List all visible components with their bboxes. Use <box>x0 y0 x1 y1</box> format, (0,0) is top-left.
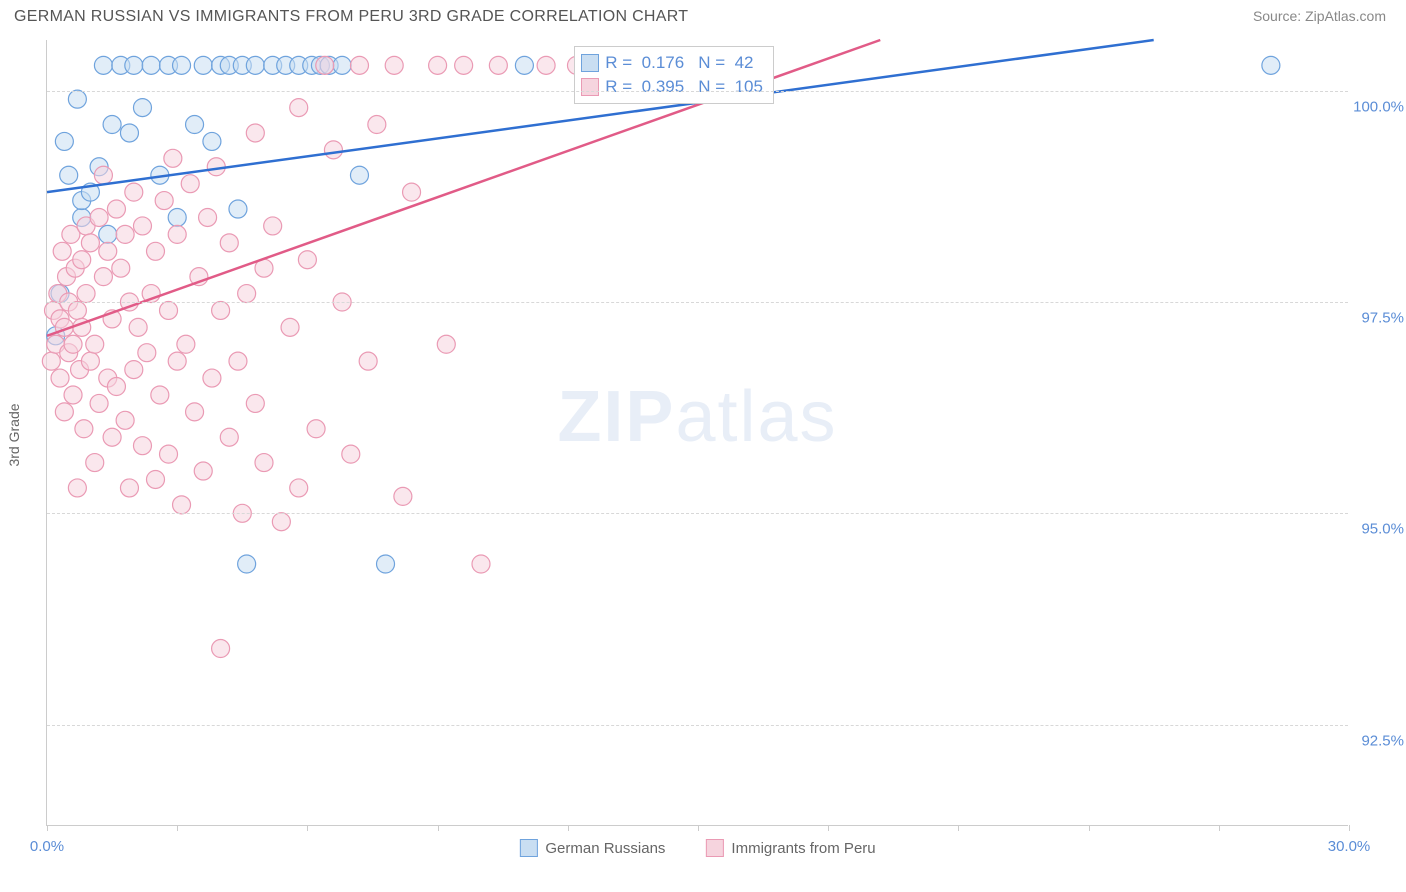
x-tick <box>1219 825 1220 831</box>
x-tick <box>177 825 178 831</box>
x-tick <box>1349 825 1350 831</box>
stat-n: N = 42 <box>698 53 753 73</box>
legend-item: German Russians <box>519 839 665 857</box>
x-tick <box>568 825 569 831</box>
y-tick-label: 95.0% <box>1352 521 1404 538</box>
x-tick-label: 30.0% <box>1328 838 1371 855</box>
y-tick-label: 100.0% <box>1352 98 1404 115</box>
chart-container: 3rd Grade ZIPatlas R = 0.176N = 42R = 0.… <box>0 30 1406 840</box>
stats-row: R = 0.176 N = 42 <box>581 51 763 75</box>
x-tick <box>958 825 959 831</box>
x-tick <box>698 825 699 831</box>
y-tick-label: 92.5% <box>1352 732 1404 749</box>
swatch-icon <box>705 839 723 857</box>
x-tick-label: 0.0% <box>30 838 64 855</box>
x-tick <box>1089 825 1090 831</box>
plot-area: ZIPatlas R = 0.176N = 42R = 0.395N = 105… <box>46 40 1348 826</box>
x-tick <box>47 825 48 831</box>
legend-label: German Russians <box>545 840 665 857</box>
x-tick <box>828 825 829 831</box>
swatch-icon <box>581 54 599 72</box>
swatch-icon <box>519 839 537 857</box>
legend-label: Immigrants from Peru <box>731 840 875 857</box>
stats-row: R = 0.395 N = 105 <box>581 75 763 99</box>
grid-line <box>47 302 1348 303</box>
stat-n: N = 105 <box>698 77 763 97</box>
y-tick-label: 97.5% <box>1352 310 1404 327</box>
y-axis-label: 3rd Grade <box>6 403 22 466</box>
swatch-icon <box>581 78 599 96</box>
stat-r: R = 0.395 <box>605 77 684 97</box>
chart-header: GERMAN RUSSIAN VS IMMIGRANTS FROM PERU 3… <box>0 0 1406 30</box>
x-tick <box>307 825 308 831</box>
grid-line <box>47 513 1348 514</box>
stat-r: R = 0.176 <box>605 53 684 73</box>
source-attribution: Source: ZipAtlas.com <box>1253 8 1386 24</box>
series-legend: German Russians Immigrants from Peru <box>519 839 875 857</box>
stats-legend-box: R = 0.176 N = 42 R = 0.395 N = 105 <box>574 46 774 104</box>
legend-item: Immigrants from Peru <box>705 839 875 857</box>
trend-lines-layer <box>47 40 1348 825</box>
grid-line <box>47 91 1348 92</box>
chart-title: GERMAN RUSSIAN VS IMMIGRANTS FROM PERU 3… <box>14 8 688 26</box>
x-tick <box>438 825 439 831</box>
grid-line <box>47 725 1348 726</box>
